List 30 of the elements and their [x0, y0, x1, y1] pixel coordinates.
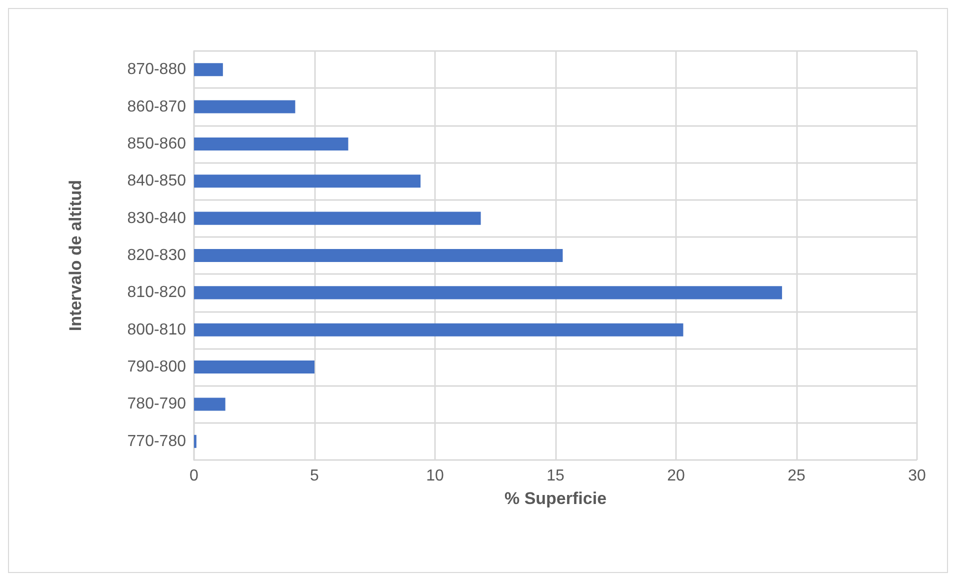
y-tick-label: 790-800: [127, 358, 186, 376]
bar: [194, 360, 314, 374]
y-tick-label: 860-870: [127, 98, 186, 116]
x-tick-label: 15: [546, 468, 564, 484]
y-tick-label: 840-850: [127, 172, 186, 190]
bar: [194, 286, 782, 300]
bar: [194, 248, 563, 262]
y-tick-label: 850-860: [127, 135, 186, 152]
y-tick-label: 800-810: [127, 321, 186, 338]
x-tick-label: 30: [908, 468, 926, 484]
y-tick-label: 810-820: [127, 284, 186, 302]
y-tick-label: 780-790: [127, 396, 186, 413]
x-axis-title: % Superficie: [504, 489, 607, 508]
x-tick-label: 0: [190, 468, 199, 484]
bar: [194, 137, 348, 150]
bar: [194, 100, 296, 114]
bar: [194, 323, 684, 336]
x-tick-label: 20: [667, 468, 685, 484]
y-axis-title: Intervalo de altitud: [66, 180, 85, 332]
y-tick-label: 770-780: [127, 432, 186, 450]
x-tick-label: 10: [426, 468, 444, 484]
bar: [194, 174, 421, 188]
y-tick-label: 820-830: [127, 247, 186, 264]
x-tick-label: 5: [310, 468, 320, 484]
bar: [194, 63, 223, 76]
bar: [194, 398, 226, 411]
x-tick-label: 25: [788, 468, 806, 484]
bar: [194, 212, 481, 225]
y-tick-label: 830-840: [127, 210, 186, 227]
y-tick-label: 870-880: [127, 61, 186, 78]
